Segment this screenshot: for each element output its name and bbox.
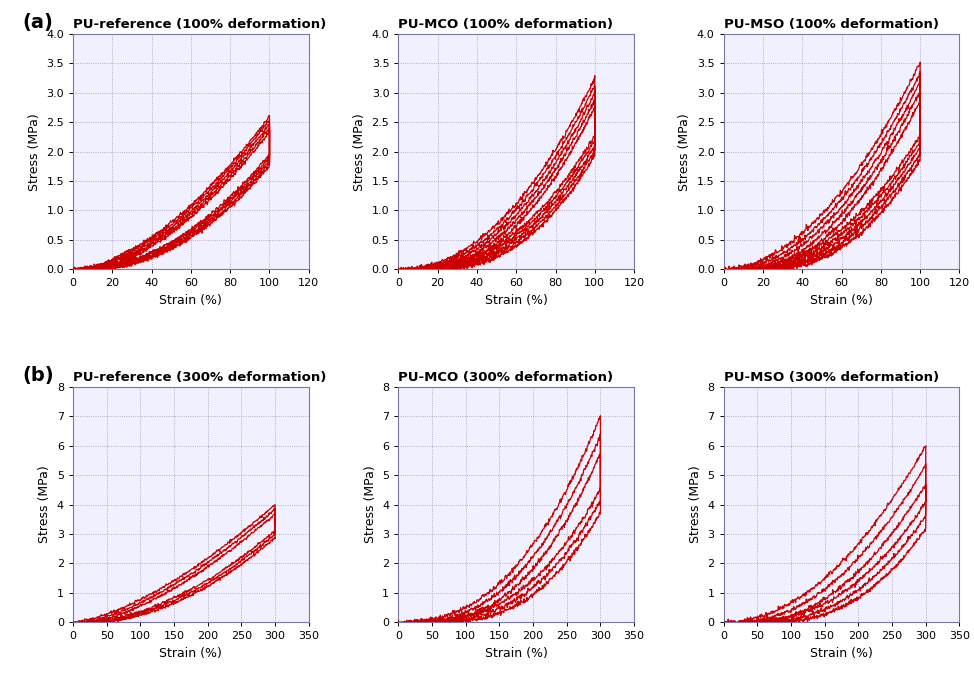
Y-axis label: Stress (MPa): Stress (MPa) <box>353 113 366 190</box>
X-axis label: Strain (%): Strain (%) <box>810 647 873 660</box>
Y-axis label: Stress (MPa): Stress (MPa) <box>689 466 702 543</box>
X-axis label: Strain (%): Strain (%) <box>810 294 873 307</box>
Y-axis label: Stress (MPa): Stress (MPa) <box>678 113 692 190</box>
Y-axis label: Stress (MPa): Stress (MPa) <box>363 466 377 543</box>
X-axis label: Strain (%): Strain (%) <box>160 294 222 307</box>
Text: PU-MCO (300% deformation): PU-MCO (300% deformation) <box>398 371 614 384</box>
Y-axis label: Stress (MPa): Stress (MPa) <box>27 113 41 190</box>
X-axis label: Strain (%): Strain (%) <box>485 647 547 660</box>
Text: (a): (a) <box>22 13 54 32</box>
Text: (b): (b) <box>22 366 54 385</box>
X-axis label: Strain (%): Strain (%) <box>485 294 547 307</box>
Y-axis label: Stress (MPa): Stress (MPa) <box>38 466 52 543</box>
Text: PU-reference (100% deformation): PU-reference (100% deformation) <box>73 18 326 31</box>
X-axis label: Strain (%): Strain (%) <box>160 647 222 660</box>
Text: PU-reference (300% deformation): PU-reference (300% deformation) <box>73 371 326 384</box>
Text: PU-MSO (300% deformation): PU-MSO (300% deformation) <box>724 371 939 384</box>
Text: PU-MCO (100% deformation): PU-MCO (100% deformation) <box>398 18 614 31</box>
Text: PU-MSO (100% deformation): PU-MSO (100% deformation) <box>724 18 939 31</box>
